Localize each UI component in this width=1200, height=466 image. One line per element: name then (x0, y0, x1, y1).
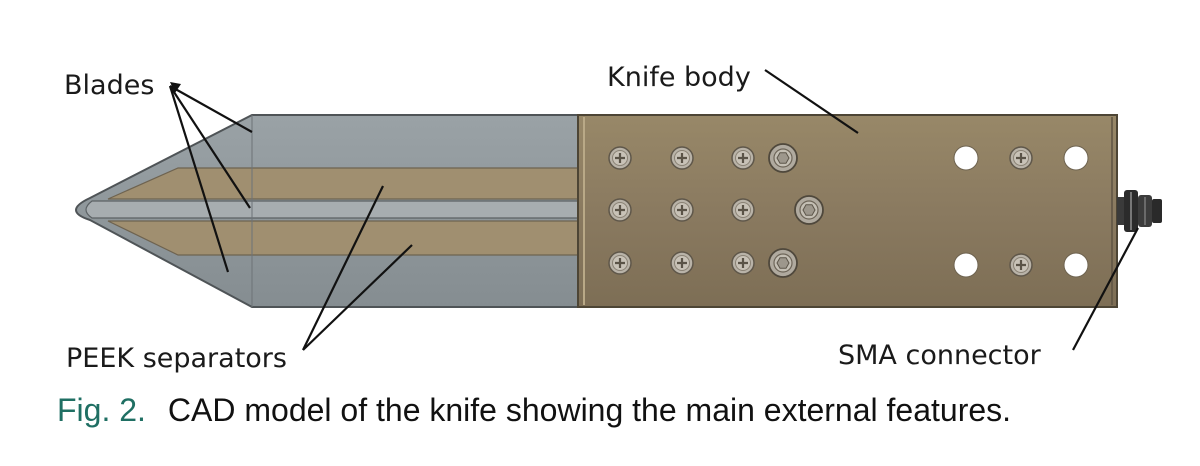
hex-screw-icon (768, 248, 798, 278)
phillips-screw-icon (1009, 253, 1033, 277)
label-knife-body: Knife body (607, 62, 751, 93)
phillips-screw-icon (670, 198, 694, 222)
knife-body (577, 114, 1118, 308)
blade-center (85, 200, 581, 219)
leader-knife-body (764, 69, 859, 134)
leader-blades-top (169, 85, 253, 133)
leader-sma (1072, 227, 1139, 351)
leader-blades-center (169, 85, 251, 209)
phillips-screw-icon (731, 251, 755, 275)
figure-caption: Fig. 2. CAD model of the knife showing th… (57, 392, 1011, 429)
caption-text: CAD model of the knife showing the main … (167, 392, 1012, 428)
label-blades: Blades (64, 70, 154, 101)
phillips-screw-icon (608, 198, 632, 222)
hex-screw-icon (794, 195, 824, 225)
through-hole (1063, 252, 1089, 278)
phillips-screw-icon (731, 198, 755, 222)
hex-screw-icon (768, 143, 798, 173)
phillips-screw-icon (670, 251, 694, 275)
peek-separator-upper (107, 167, 581, 200)
phillips-screw-icon (670, 146, 694, 170)
through-hole (953, 252, 979, 278)
phillips-screw-icon (1009, 146, 1033, 170)
knife-body-plate (577, 114, 1118, 308)
peek-separator-lower (107, 220, 581, 256)
sma-connector (1117, 190, 1162, 232)
leader-peek-upper (302, 185, 384, 351)
leader-peek-lower (302, 244, 413, 351)
through-hole (953, 145, 979, 171)
leader-blades-bottom (168, 85, 230, 273)
phillips-screw-icon (608, 146, 632, 170)
label-peek-separators: PEEK separators (66, 343, 287, 374)
leader-arrowheads (170, 82, 181, 93)
caption-figure-number: Fig. 2. (57, 392, 146, 428)
body-hardware (608, 143, 1089, 278)
label-sma-connector: SMA connector (838, 340, 1042, 371)
blade-assembly (75, 114, 581, 308)
leader-lines (168, 69, 1139, 351)
phillips-screw-icon (608, 251, 632, 275)
through-hole (1063, 145, 1089, 171)
phillips-screw-icon (731, 146, 755, 170)
